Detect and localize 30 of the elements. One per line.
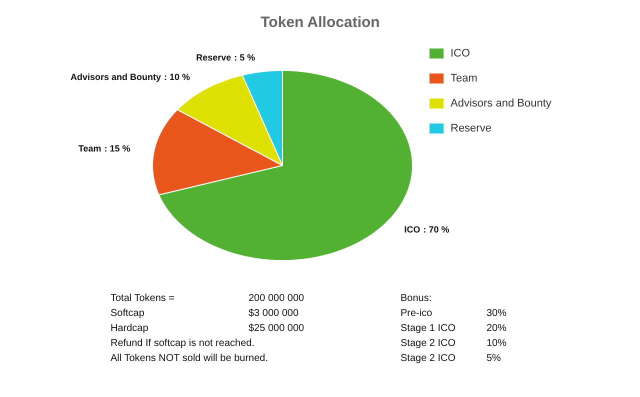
slice-label: Advisors and Bounty [70, 72, 162, 82]
slice-label: Reserve [196, 52, 232, 63]
text: Stage 2 ICO [400, 338, 456, 349]
text: Total Tokens = [110, 293, 175, 304]
data-label: : 10 % [164, 72, 190, 82]
text: Softcap [110, 308, 145, 319]
legend-label: Reserve [450, 122, 492, 134]
data-label: : 15 % [104, 143, 130, 154]
slice-label: ICO [404, 224, 420, 235]
text: 5% [486, 353, 502, 364]
text: 10% [486, 338, 507, 349]
text: Pre-ico [400, 308, 433, 319]
legend-label: Advisors and Bounty [450, 98, 552, 110]
text: Refund If softcap is not reached. [110, 338, 254, 349]
text: Stage 2 ICO [400, 353, 456, 364]
text: Bonus: [400, 293, 432, 304]
chart-title: Token Allocation [260, 14, 380, 31]
text: 30% [486, 308, 507, 319]
slice-label: Team [78, 143, 102, 154]
legend-label: Team [450, 72, 478, 84]
text: All Tokens NOT sold will be burned. [110, 353, 268, 364]
text: Stage 1 ICO [400, 323, 456, 334]
legend-label: ICO [450, 48, 470, 60]
text: $25 000 000 [248, 323, 305, 334]
data-label: : 70 % [423, 224, 450, 235]
text: 200 000 000 [248, 293, 305, 304]
data-label: : 5 % [234, 52, 256, 63]
text: 20% [486, 323, 507, 334]
text: $3 000 000 [248, 308, 299, 319]
text: Hardcap [110, 323, 149, 334]
